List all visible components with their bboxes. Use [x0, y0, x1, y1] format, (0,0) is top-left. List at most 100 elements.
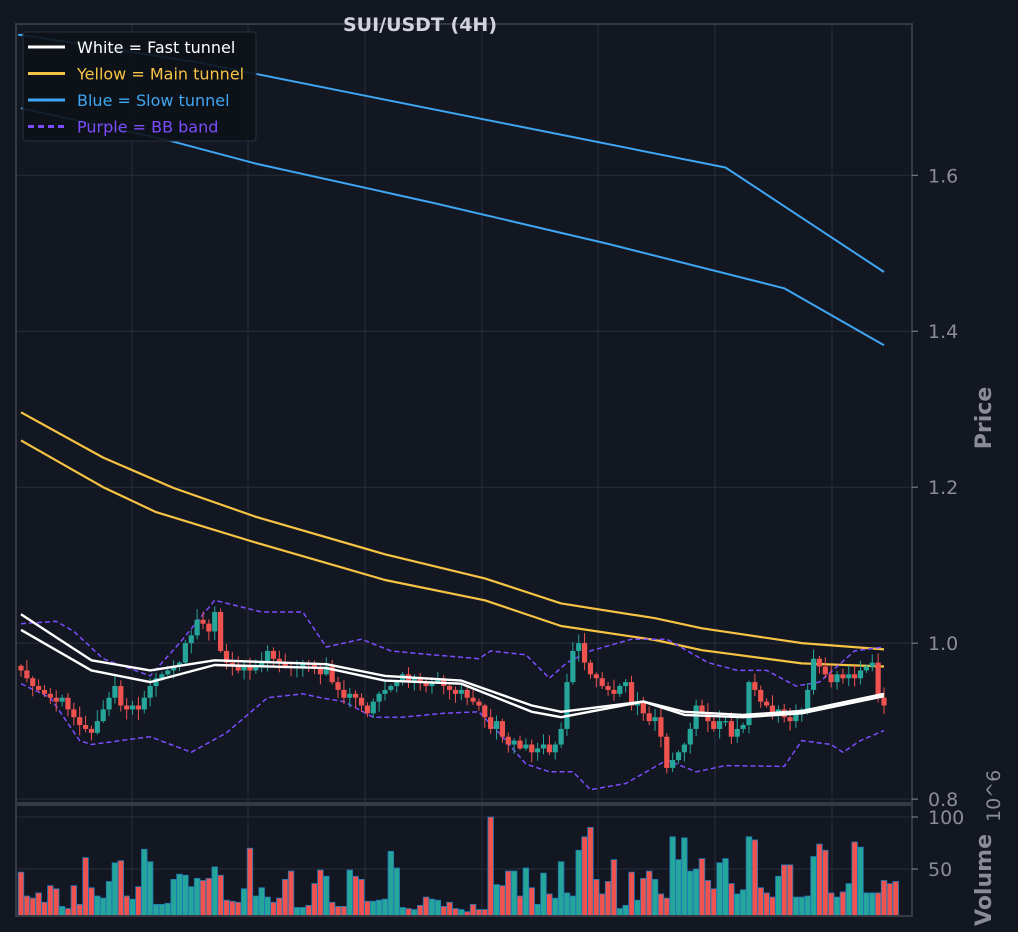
volume-bar [99, 897, 107, 917]
volume-bar [205, 877, 213, 917]
volume-bar [328, 901, 336, 917]
candle [852, 665, 858, 687]
volume-bar [681, 837, 688, 917]
candle-body [159, 674, 165, 679]
volume-bar [323, 875, 330, 917]
candle-body [388, 686, 394, 690]
candle [493, 715, 500, 740]
candle [212, 606, 218, 641]
volume-bar [170, 879, 177, 917]
volume-bar [581, 836, 588, 917]
candle-body [88, 728, 95, 733]
candle [341, 680, 347, 705]
candle-body [317, 668, 324, 675]
candle [558, 722, 564, 748]
volume-bar [211, 866, 218, 917]
volume-bar [340, 906, 348, 917]
volume-bar [270, 901, 277, 917]
candle [758, 685, 764, 708]
volume-bar [810, 856, 817, 917]
candle-body [223, 650, 230, 663]
volume-bar [446, 901, 453, 917]
candle [705, 703, 711, 732]
volume-bar [305, 904, 312, 917]
candle [675, 750, 682, 764]
volume-offset-label: 10^6 [983, 770, 1005, 822]
candle [200, 611, 206, 630]
candle [53, 690, 59, 712]
legend-box [22, 31, 257, 142]
volume-bar [780, 864, 788, 917]
volume-bar [417, 904, 424, 917]
candle-body [652, 717, 658, 722]
candle-body [112, 686, 118, 698]
volume-bar [41, 901, 48, 917]
volume-bar [53, 888, 60, 917]
candle-body [165, 670, 171, 675]
candle [717, 710, 723, 739]
candle-body [840, 674, 846, 679]
candle [353, 690, 359, 709]
candle-body [129, 705, 136, 710]
candle [388, 684, 394, 693]
volume-bar [769, 896, 776, 917]
volume-frame [15, 804, 913, 917]
volume-bar [235, 901, 242, 917]
candle-body [752, 682, 758, 690]
price-axis-label: Price [972, 387, 997, 449]
candle-body [282, 662, 288, 667]
candle-body [364, 705, 370, 714]
volume-bar [599, 893, 606, 917]
candle-body [675, 752, 682, 761]
fast-tunnel-lower [20, 628, 885, 719]
candle [834, 670, 840, 690]
volume-bar [264, 896, 271, 917]
legend-label: White = Fast tunnel [77, 38, 235, 57]
candle-body [200, 619, 206, 624]
candle-body [746, 682, 752, 726]
volume-bar [563, 892, 571, 917]
volume-bar [827, 892, 835, 917]
candle-body [717, 721, 723, 729]
fast-tunnel-upper [20, 613, 885, 717]
candle-body [763, 701, 770, 706]
volume-bar [317, 869, 324, 917]
candle [188, 629, 194, 654]
volume-bar [217, 874, 224, 917]
candle-body [153, 678, 159, 687]
volume-bar [593, 879, 600, 917]
candle-body [264, 650, 271, 663]
volume-bar [745, 836, 753, 917]
candle-body [470, 697, 476, 702]
volume-bar [405, 908, 412, 917]
volume-bar [293, 907, 301, 917]
candle-body [376, 693, 382, 702]
volume-bar [610, 859, 618, 917]
candle-body [382, 689, 388, 694]
volume-bar [246, 847, 254, 917]
candle [734, 718, 740, 743]
volume-bar [534, 903, 541, 917]
candle-body [464, 689, 470, 698]
candle-body [446, 686, 453, 690]
volume-bar [634, 899, 641, 917]
candle [658, 706, 664, 748]
candle-body [787, 717, 793, 722]
volume-bar [499, 885, 506, 917]
candle-body [564, 682, 570, 729]
candle-body [670, 760, 676, 768]
candle-body [370, 701, 376, 714]
volume-bar [393, 867, 400, 917]
candle [540, 734, 547, 755]
candle [153, 672, 159, 697]
candle-body [769, 705, 776, 714]
volume-bar [786, 864, 794, 917]
candle-body [124, 705, 130, 710]
candle-body [247, 666, 253, 671]
candle [581, 632, 588, 671]
volume-bar [822, 849, 829, 917]
candle [687, 722, 693, 754]
candle-body [47, 693, 53, 698]
candle [511, 738, 517, 754]
